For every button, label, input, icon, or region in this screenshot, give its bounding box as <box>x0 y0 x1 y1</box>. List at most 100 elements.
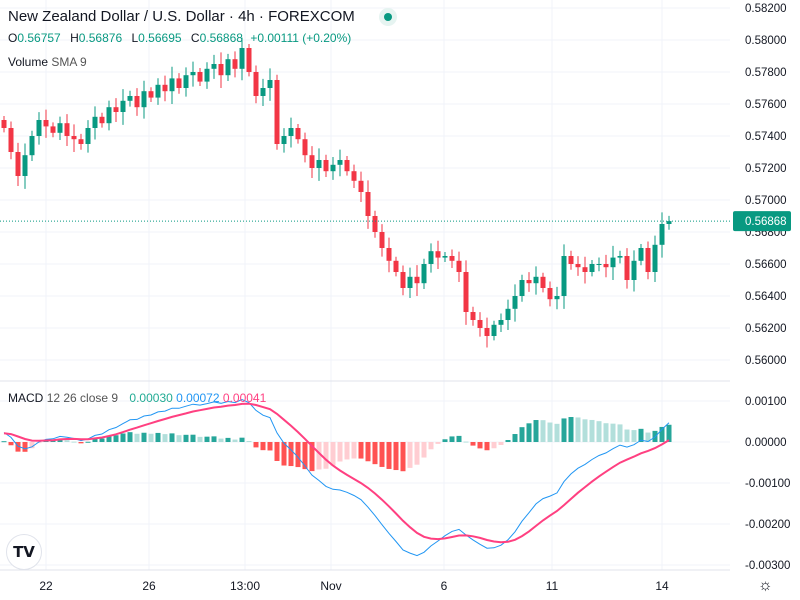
candle-body <box>169 78 175 92</box>
candle-body <box>428 251 434 264</box>
signal-line <box>3 402 670 544</box>
macd-histogram-bar <box>99 438 105 442</box>
candle-body <box>15 152 21 176</box>
candle-body <box>610 257 616 268</box>
high-value: 0.56876 <box>78 31 123 45</box>
candle-body <box>400 272 406 288</box>
tradingview-logo[interactable]: TV <box>6 534 42 570</box>
candle-body <box>246 48 252 72</box>
macd-histogram-bar <box>547 422 553 442</box>
macd-histogram-bar <box>519 427 525 442</box>
price-tick-label: 0.57000 <box>745 195 787 207</box>
candle-body <box>554 296 560 300</box>
candle-body <box>631 260 637 280</box>
macd-histogram-bar <box>533 420 539 442</box>
macd-histogram-bar <box>120 433 126 442</box>
candle-body <box>519 280 525 296</box>
candle-body <box>491 324 497 336</box>
price-tick-label: 0.58000 <box>745 35 787 47</box>
candle-body <box>512 296 518 309</box>
macd-histogram-bar <box>211 436 217 442</box>
market-status-icon[interactable] <box>379 8 397 26</box>
candle-body <box>456 260 462 272</box>
macd-histogram-bar <box>351 442 357 459</box>
price-tick-label: 0.56400 <box>745 291 787 303</box>
candle-body <box>505 308 511 320</box>
macd-histogram-bar <box>526 423 532 442</box>
macd-histogram-bar <box>176 435 182 442</box>
change-value: +0.00111 (+0.20%) <box>250 31 352 45</box>
macd-histogram-bar <box>57 438 63 442</box>
macd-histogram-bar <box>568 417 574 442</box>
candle-body <box>148 91 154 98</box>
candle-body <box>449 256 455 261</box>
macd-histogram-bar <box>323 442 329 469</box>
macd-histogram-bar <box>106 435 112 442</box>
candle-body <box>358 180 364 192</box>
macd-histogram-bar <box>631 430 637 442</box>
candle-body <box>267 80 273 88</box>
macd-histogram-bar <box>659 426 665 442</box>
price-tick-label: 0.56600 <box>745 259 787 271</box>
macd-histogram-bar <box>344 442 350 460</box>
candle-body <box>666 221 672 224</box>
macd-histogram-bar <box>15 442 21 452</box>
macd-line-value: 0.00072 <box>176 391 220 405</box>
macd-histogram-bar <box>92 438 98 442</box>
candle-body <box>260 88 266 96</box>
symbol-title[interactable]: New Zealand Dollar / U.S. Dollar · 4h · … <box>8 8 355 25</box>
price-tick-label: 0.57600 <box>745 99 787 111</box>
macd-legend[interactable]: MACD 12 26 close 9 0.00030 0.00072 0.000… <box>8 391 266 405</box>
candle-body <box>372 216 378 232</box>
last-price-label: 0.56868 <box>745 216 787 228</box>
candle-body <box>64 123 70 136</box>
macd-histogram-bar <box>491 442 497 449</box>
candle-body <box>288 128 294 136</box>
candle-body <box>92 116 98 128</box>
candle-body <box>183 75 189 88</box>
macd-params: 12 26 close 9 <box>46 391 119 405</box>
candle-body <box>533 276 539 284</box>
macd-histogram-bar <box>302 442 308 470</box>
candle-body <box>477 320 483 328</box>
macd-histogram-bar <box>575 417 581 442</box>
macd-histogram-bar <box>295 442 301 468</box>
candle-body <box>239 48 245 69</box>
macd-histogram-bar <box>505 440 511 442</box>
candle-body <box>351 171 357 181</box>
low-value: 0.56695 <box>138 31 182 45</box>
volume-legend[interactable]: Volume SMA 9 <box>8 55 87 69</box>
macd-histogram-bar <box>22 442 28 452</box>
macd-histogram-bar <box>246 440 252 442</box>
macd-histogram-bar <box>456 435 462 442</box>
macd-histogram-bar <box>449 436 455 442</box>
macd-signal-value: 0.00041 <box>222 391 267 405</box>
candle-body <box>106 107 112 124</box>
candle-body <box>645 248 651 272</box>
macd-histogram-bar <box>29 442 35 449</box>
candle-body <box>190 72 196 76</box>
open-value: 0.56757 <box>17 31 61 45</box>
x-tick-label: 26 <box>142 579 156 593</box>
macd-histogram-bar <box>218 438 224 442</box>
candle-body <box>309 155 315 168</box>
macd-histogram-bar <box>379 442 385 467</box>
candle-body <box>50 126 56 133</box>
macd-histogram-bar <box>281 442 287 466</box>
macd-histogram-bar <box>512 434 518 442</box>
macd-histogram-bar <box>162 434 168 442</box>
ohlc-legend: O0.56757 H0.56876 L0.56695 C0.56868 +0.0… <box>8 31 351 45</box>
close-value: 0.56868 <box>199 31 243 45</box>
candle-body <box>344 160 350 172</box>
macd-histogram-bar <box>477 442 483 449</box>
candle-body <box>386 248 392 261</box>
candle-body <box>407 276 413 288</box>
candle-body <box>211 64 217 69</box>
candle-body <box>421 264 427 284</box>
settings-icon[interactable]: ☼ <box>758 577 773 594</box>
macd-histogram-bar <box>603 423 609 442</box>
x-tick-label: 11 <box>546 579 559 593</box>
macd-tick-label: -0.00100 <box>745 478 790 490</box>
candle-body <box>414 276 420 284</box>
